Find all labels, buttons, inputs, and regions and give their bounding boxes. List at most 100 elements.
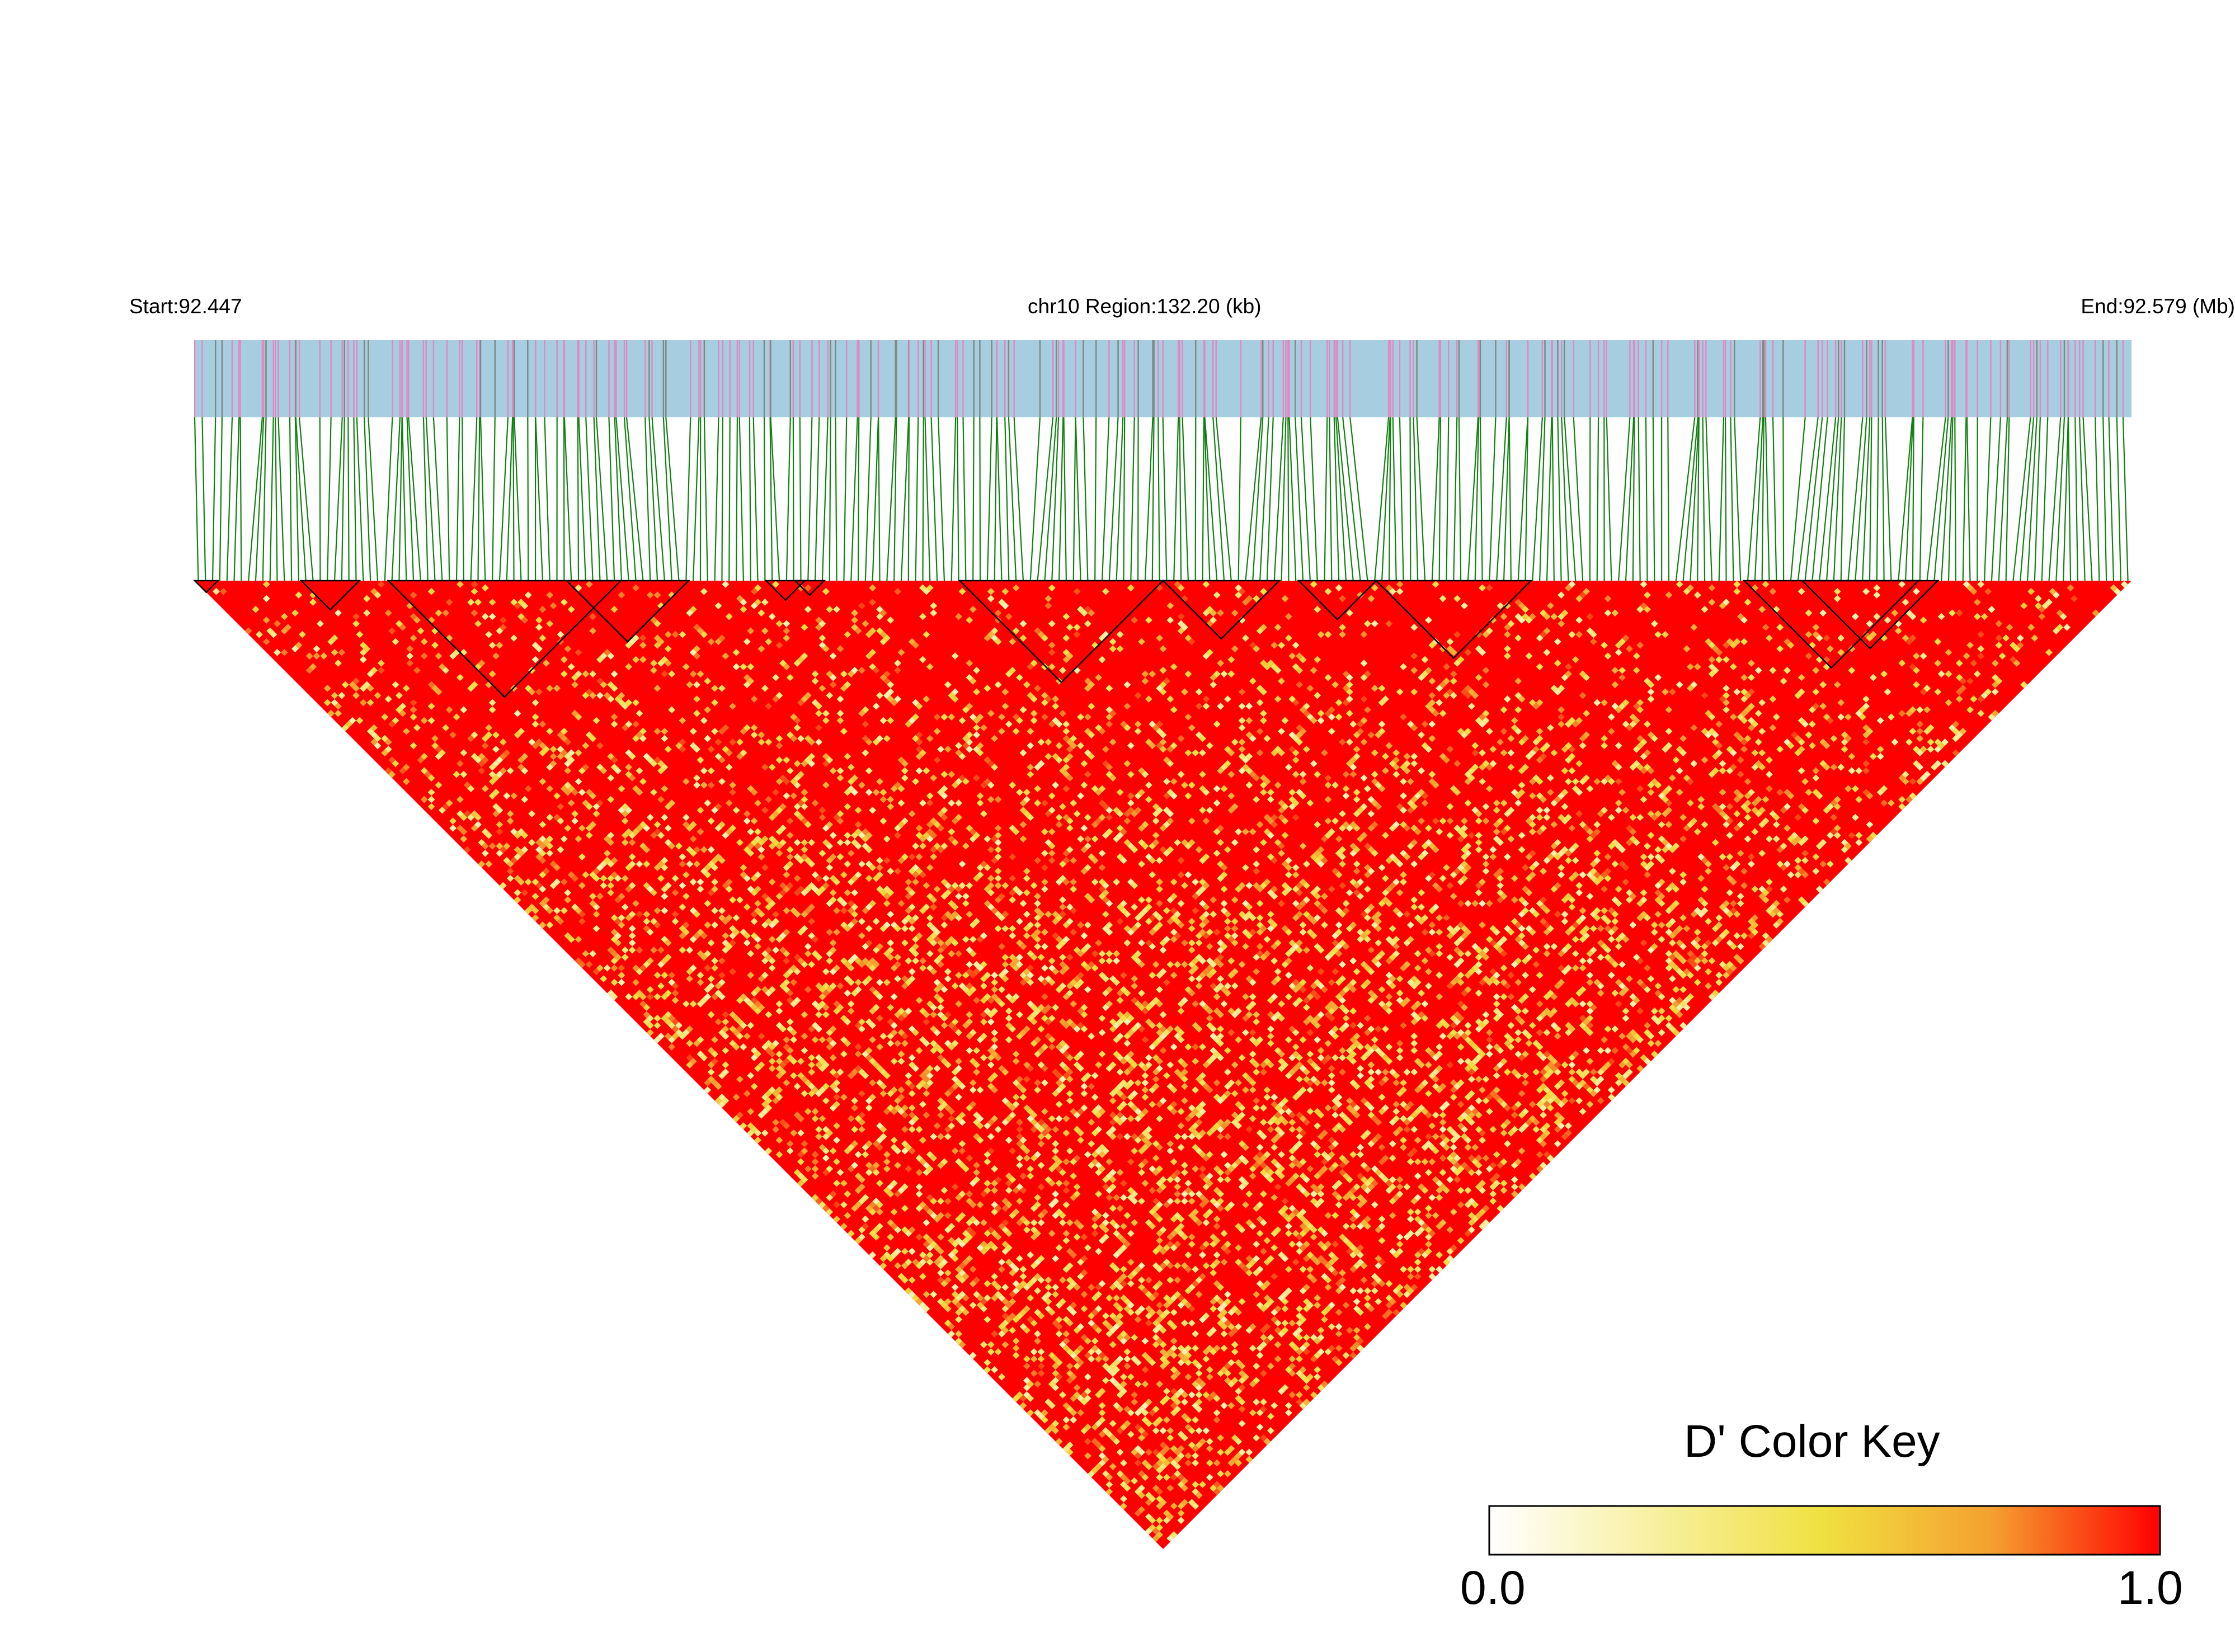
snp-connector bbox=[1954, 417, 1956, 581]
ld-cell bbox=[402, 763, 410, 771]
ld-cell bbox=[1156, 1474, 1163, 1481]
snp-connector bbox=[384, 417, 393, 581]
ld-cell bbox=[349, 717, 356, 724]
ld-cell bbox=[793, 1111, 801, 1119]
ld-cell bbox=[991, 1366, 999, 1373]
ld-cell bbox=[718, 1072, 726, 1080]
snp-connector bbox=[1991, 417, 2002, 581]
ld-cell bbox=[506, 817, 514, 825]
snp-connector bbox=[368, 417, 379, 581]
snp-connector bbox=[1381, 417, 1391, 581]
ld-cell bbox=[592, 903, 600, 911]
ld-cell bbox=[539, 900, 547, 907]
snp-connector bbox=[1324, 417, 1328, 581]
snp-connector bbox=[957, 417, 959, 581]
ld-cell bbox=[833, 1179, 840, 1187]
ld-cell bbox=[467, 785, 475, 793]
ld-cell bbox=[517, 828, 525, 836]
snp-connector bbox=[1933, 417, 1949, 581]
ld-cell bbox=[1084, 1423, 1091, 1431]
snp-connector bbox=[2055, 417, 2065, 581]
ld-cell bbox=[499, 882, 507, 889]
ld-cell bbox=[521, 846, 529, 854]
ld-cell bbox=[804, 1165, 812, 1173]
snp-connector bbox=[1029, 417, 1041, 581]
ld-cell bbox=[962, 1294, 970, 1302]
ld-cell bbox=[305, 652, 313, 660]
snp-connector bbox=[1905, 417, 1914, 581]
ld-cell bbox=[345, 721, 353, 728]
snp-connector bbox=[1399, 417, 1404, 581]
snp-connector bbox=[900, 417, 910, 581]
ld-cell bbox=[521, 831, 529, 839]
ld-cell bbox=[722, 1097, 730, 1105]
ld-cell bbox=[1123, 1484, 1131, 1492]
snp-connector bbox=[651, 417, 665, 581]
snp-connector bbox=[1044, 417, 1057, 581]
snp-connector bbox=[693, 417, 700, 581]
ld-cell bbox=[506, 874, 514, 882]
ld-cell bbox=[883, 1244, 891, 1251]
snp-connector bbox=[703, 417, 708, 581]
ld-cell bbox=[722, 1061, 730, 1069]
ld-cell bbox=[1030, 1369, 1038, 1377]
snp-connector bbox=[226, 417, 233, 581]
snp-connector bbox=[364, 417, 371, 581]
snp-connector bbox=[1108, 417, 1119, 581]
ld-cell bbox=[352, 677, 360, 685]
ld-cell bbox=[1027, 1409, 1034, 1416]
ld-cell bbox=[553, 864, 561, 872]
snp-connector bbox=[1453, 417, 1458, 581]
snp-connector bbox=[886, 417, 896, 581]
snp-connector bbox=[477, 417, 481, 581]
ld-cell bbox=[1113, 1438, 1121, 1446]
ld-cell bbox=[600, 975, 608, 983]
snp-connector bbox=[986, 417, 992, 581]
snp-connector bbox=[1765, 417, 1770, 581]
snp-connector bbox=[2094, 417, 2100, 581]
snp-connector bbox=[1675, 417, 1696, 581]
ld-cell bbox=[1048, 1380, 1056, 1388]
ld-cell bbox=[396, 706, 403, 714]
ld-cell bbox=[1098, 1416, 1106, 1424]
snp-connector bbox=[625, 417, 644, 581]
ld-cell bbox=[815, 1133, 822, 1141]
ld-cell bbox=[786, 1147, 794, 1155]
ld-cell bbox=[747, 1108, 755, 1116]
ld-cell bbox=[732, 1093, 740, 1101]
ld-cell bbox=[646, 986, 654, 994]
ld-cell bbox=[614, 953, 622, 961]
ld-cell bbox=[1109, 1463, 1117, 1470]
ld-cell bbox=[582, 950, 590, 958]
ld-cell bbox=[514, 896, 521, 903]
ld-cell bbox=[862, 1194, 869, 1202]
snp-connector bbox=[1431, 417, 1440, 581]
ld-cell bbox=[653, 1014, 661, 1022]
ld-cell bbox=[453, 770, 460, 778]
ld-cell bbox=[919, 1273, 926, 1281]
snp-connector bbox=[356, 417, 364, 581]
ld-cell bbox=[1037, 1362, 1045, 1370]
ld-cell bbox=[1070, 1416, 1077, 1424]
snp-connector bbox=[1337, 417, 1354, 581]
ld-cell bbox=[887, 1255, 895, 1263]
ld-cell bbox=[539, 885, 547, 893]
ld-cell bbox=[905, 1287, 912, 1295]
snp-connector bbox=[1705, 417, 1712, 581]
ld-cell bbox=[539, 871, 547, 879]
snp-connector bbox=[455, 417, 460, 581]
ld-cell bbox=[1156, 1517, 1163, 1524]
ld-cell bbox=[851, 1204, 859, 1212]
ld-cell bbox=[833, 1201, 840, 1208]
snp-connector bbox=[1625, 417, 1635, 581]
ld-cell bbox=[481, 849, 489, 857]
ld-cell bbox=[980, 1341, 987, 1348]
ld-cell bbox=[1034, 1380, 1042, 1388]
ld-cell bbox=[801, 1176, 808, 1184]
ld-cell bbox=[1052, 1427, 1060, 1434]
ld-cell bbox=[1001, 1341, 1009, 1348]
ld-cell bbox=[1141, 1459, 1149, 1467]
ld-cell bbox=[621, 953, 629, 961]
ld-cell bbox=[1138, 1484, 1145, 1492]
ld-cell bbox=[646, 1029, 654, 1037]
